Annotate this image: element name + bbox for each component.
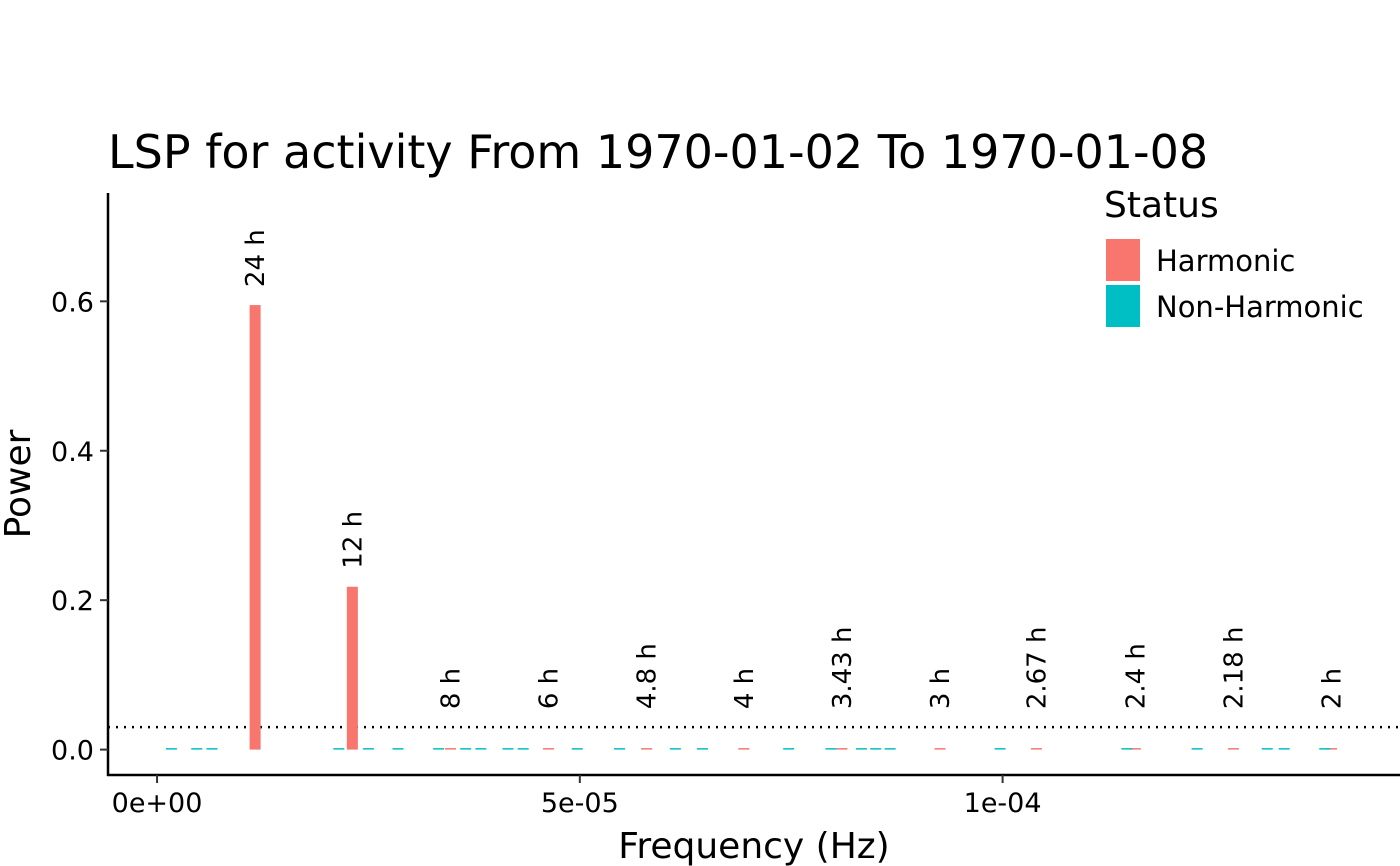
y-axis-title: Power (0, 429, 39, 538)
bar-harmonic (934, 748, 946, 750)
bar-non-harmonic (855, 748, 867, 750)
bar-non-harmonic (1261, 748, 1273, 750)
peak-label: 2.67 h (1022, 627, 1052, 710)
peak-label: 4.8 h (633, 643, 663, 709)
peak-label: 3.43 h (828, 627, 858, 710)
bar-non-harmonic (475, 748, 487, 750)
bar-harmonic (543, 748, 555, 750)
bar-harmonic (1129, 748, 1141, 750)
legend-swatch-harmonic (1106, 239, 1140, 281)
plot-area: 24 h 12 h 8 h 6 h 4.8 h 4 h 3.43 h 3 h 2.67 h 2.4… (108, 229, 1400, 750)
x-tick-label: 0e+00 (112, 788, 203, 819)
bar-non-harmonic (502, 748, 514, 750)
x-tick-label: 5e-05 (541, 788, 619, 819)
bar-harmonic (641, 748, 653, 750)
x-axis-title: Frequency (Hz) (618, 826, 889, 866)
y-tick-label: 0.4 (51, 437, 94, 468)
bar-non-harmonic (825, 748, 837, 750)
legend: Status Harmonic Non-Harmonic (1104, 185, 1364, 327)
bar-harmonic (738, 748, 750, 750)
y-tick-label: 0.2 (51, 586, 94, 617)
bar-non-harmonic (696, 748, 708, 750)
bar-harmonic (1326, 748, 1338, 750)
y-tick-label: 0.0 (51, 736, 94, 767)
bar-harmonic (1030, 748, 1042, 750)
x-tick-label: 1e-04 (964, 788, 1042, 819)
bar-harmonic (836, 748, 848, 750)
y-tick-label: 0.6 (51, 287, 94, 318)
legend-label-harmonic: Harmonic (1156, 244, 1295, 278)
peak-labels-layer: 24 h 12 h 8 h 6 h 4.8 h 4 h 3.43 h 3 h 2.67 h 2.4… (241, 229, 1347, 709)
bar-non-harmonic (1191, 748, 1203, 750)
bar-non-harmonic (1278, 748, 1290, 750)
legend-title: Status (1104, 185, 1219, 226)
bar-non-harmonic (362, 748, 374, 750)
bar-harmonic (346, 586, 358, 750)
bar-non-harmonic (1121, 748, 1133, 750)
peak-label: 6 h (535, 668, 565, 709)
peak-label: 2.18 h (1219, 627, 1249, 710)
bar-non-harmonic (614, 748, 626, 750)
peak-label: 24 h (241, 229, 271, 287)
bar-harmonic (1227, 748, 1239, 750)
bar-non-harmonic (669, 748, 681, 750)
bar-non-harmonic (333, 748, 345, 750)
bar-harmonic (444, 748, 456, 750)
chart-title: LSP for activity From 1970-01-02 To 1970… (108, 125, 1208, 179)
legend-swatch-non-harmonic (1106, 285, 1140, 327)
bar-non-harmonic (1319, 748, 1331, 750)
bar-non-harmonic (433, 748, 445, 750)
x-axis-ticks: 0e+00 5e-05 1e-04 (112, 775, 1042, 819)
bar-non-harmonic (783, 748, 795, 750)
bar-non-harmonic (994, 748, 1006, 750)
bar-non-harmonic (392, 748, 404, 750)
bar-non-harmonic (884, 748, 896, 750)
peak-label: 12 h (338, 511, 368, 569)
bar-harmonic (249, 305, 261, 750)
peak-label: 2 h (1318, 668, 1348, 709)
bar-non-harmonic (870, 748, 882, 750)
bar-non-harmonic (460, 748, 472, 750)
bar-non-harmonic (165, 748, 177, 750)
bar-non-harmonic (517, 748, 529, 750)
peak-label: 3 h (926, 668, 956, 709)
bar-non-harmonic (206, 748, 218, 750)
legend-label-non-harmonic: Non-Harmonic (1156, 290, 1364, 324)
bars-layer (165, 305, 1338, 750)
peak-label: 4 h (730, 668, 760, 709)
bar-non-harmonic (191, 748, 203, 750)
peak-label: 2.4 h (1121, 643, 1151, 709)
y-axis-ticks: 0.0 0.2 0.4 0.6 (51, 287, 108, 767)
bar-non-harmonic (571, 748, 583, 750)
peak-label: 8 h (436, 668, 466, 709)
